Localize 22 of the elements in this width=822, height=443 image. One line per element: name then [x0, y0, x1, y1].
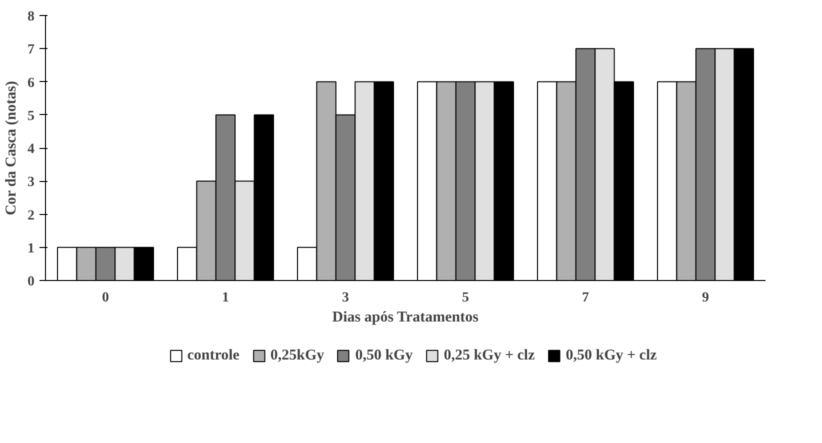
- legend-label: controle: [187, 347, 240, 364]
- y-tick-label: 5: [28, 108, 34, 124]
- y-tick-label: 4: [28, 142, 34, 157]
- y-tick-label: 8: [28, 10, 34, 24]
- y-tick-label: 6: [28, 76, 34, 91]
- x-tick-label: 1: [222, 290, 229, 306]
- legend-label: 0,50 kGy: [355, 347, 413, 364]
- legend-label: 0,25 kGy + clz: [444, 347, 535, 364]
- x-tick-label: 3: [342, 290, 349, 306]
- x-tick-label: 9: [702, 290, 709, 306]
- y-tick-label: 1: [28, 241, 34, 256]
- x-axis-title: Dias após Tratamentos: [332, 310, 479, 326]
- x-tick-label: 0: [102, 290, 109, 306]
- x-tick-label: 7: [582, 290, 589, 306]
- legend-label: 0,50 kGy + clz: [566, 347, 657, 364]
- y-axis-title: Cor da Casca (notas): [4, 80, 20, 216]
- x-tick-label: 5: [462, 290, 469, 306]
- y-tick-label: 7: [28, 42, 34, 58]
- y-tick-label: 2: [28, 208, 34, 224]
- legend-label: 0,25kGy: [270, 347, 324, 364]
- y-tick-label: 0: [28, 274, 34, 290]
- y-tick-label: 3: [28, 175, 34, 190]
